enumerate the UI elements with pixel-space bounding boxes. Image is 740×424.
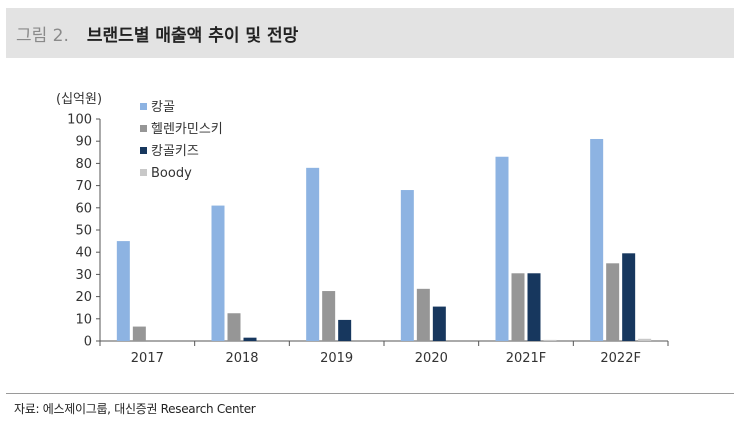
legend-label: 캉골: [151, 100, 175, 115]
bar: [338, 319, 352, 341]
bar: [495, 156, 509, 341]
legend-label: 캉골키즈: [151, 144, 199, 159]
x-tick-label: 2018: [225, 351, 258, 366]
bar: [638, 338, 652, 341]
x-tick-label: 2022F: [600, 351, 641, 366]
figure-title: 브랜드별 매출액 추이 및 전망: [86, 25, 299, 46]
x-tick-label: 2019: [320, 351, 353, 366]
figure-label: 그림 2.: [16, 25, 69, 46]
legend-swatch: [140, 103, 147, 110]
bar: [527, 273, 541, 341]
y-tick-label: 60: [75, 201, 92, 216]
bar: [211, 205, 225, 341]
bar: [590, 138, 604, 341]
bar: [243, 337, 257, 341]
y-tick-label: 0: [84, 335, 92, 350]
bar: [116, 241, 130, 341]
y-tick-label: 80: [75, 157, 92, 172]
bar: [543, 339, 557, 341]
figure-header: 그림 2. 브랜드별 매출액 추이 및 전망: [6, 8, 734, 58]
bar: [511, 273, 525, 341]
y-tick-label: 90: [75, 135, 92, 150]
bar: [227, 313, 241, 341]
y-tick-label: 40: [75, 246, 92, 261]
y-axis-label: (십억원): [56, 92, 102, 107]
bar: [400, 190, 414, 341]
y-tick-label: 100: [67, 113, 92, 128]
y-tick-label: 30: [75, 268, 92, 283]
legend-swatch: [140, 147, 147, 154]
legend-swatch: [140, 169, 147, 176]
bar: [606, 263, 620, 341]
bar: [432, 306, 446, 341]
y-tick-label: 50: [75, 224, 92, 239]
x-tick-label: 2017: [131, 351, 164, 366]
source-divider: [6, 393, 734, 394]
y-tick-label: 70: [75, 179, 92, 194]
x-tick-label: 2020: [415, 351, 448, 366]
bar: [416, 288, 430, 341]
source-note: 자료: 에스제이그룹, 대신증권 Research Center: [14, 402, 256, 416]
bar: [132, 326, 146, 341]
y-tick-label: 20: [75, 290, 92, 305]
bar: [306, 167, 320, 341]
legend-label: 헬렌카민스키: [151, 122, 223, 137]
bar: [322, 291, 336, 341]
x-tick-label: 2021F: [506, 351, 547, 366]
bar: [622, 253, 636, 341]
legend-swatch: [140, 125, 147, 132]
legend-label: Boody: [151, 166, 192, 181]
y-tick-label: 10: [75, 312, 92, 327]
